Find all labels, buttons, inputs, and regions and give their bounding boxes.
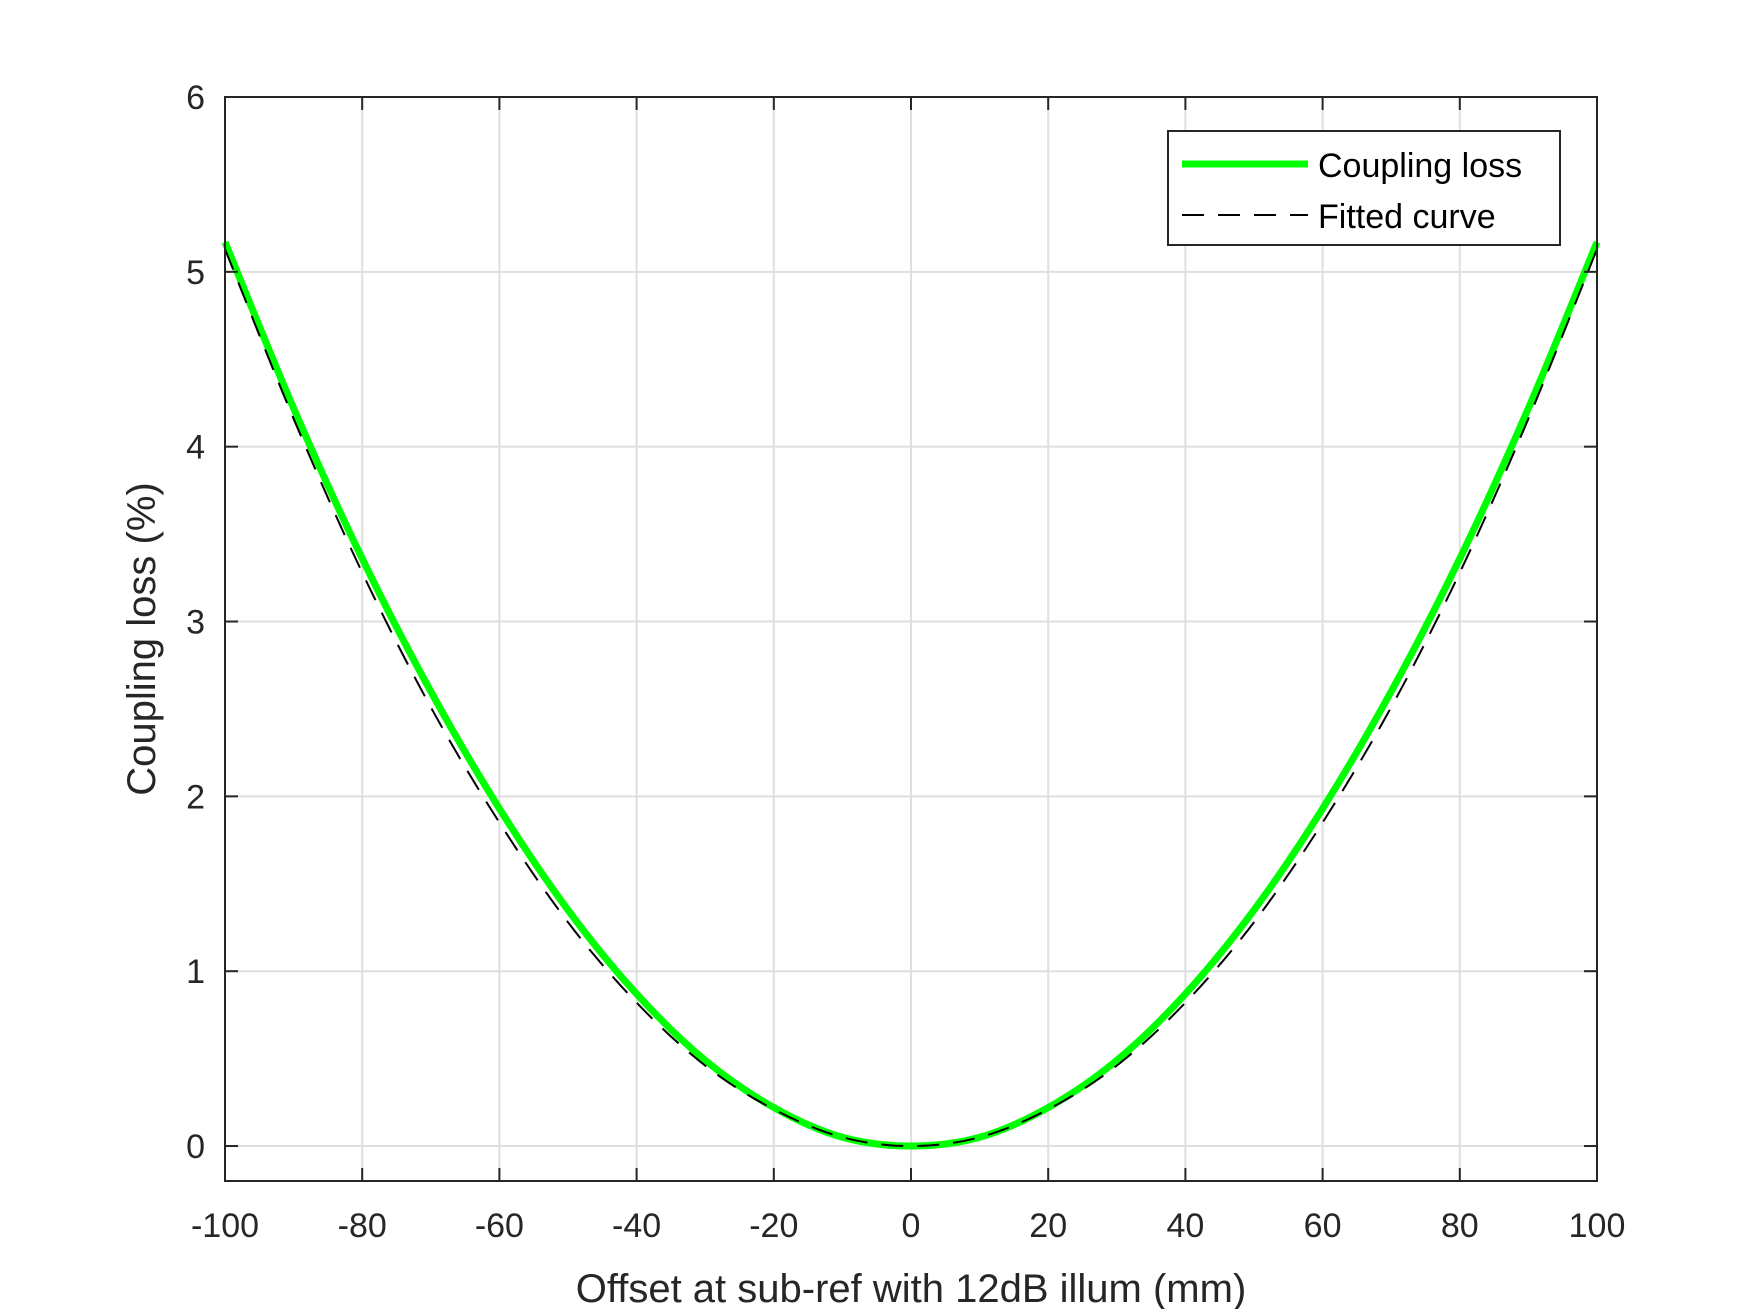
x-tick-label: 0 [902, 1207, 921, 1245]
y-tick-label: 4 [186, 429, 205, 467]
tick-labels: -100 -80 -60 -40 -20 0 20 40 60 80 100 0 1 2 3 4 5 6 [186, 79, 1625, 1245]
x-tick-label: -60 [475, 1207, 524, 1245]
y-tick-label: 5 [186, 254, 205, 292]
y-tick-label: 6 [186, 79, 205, 117]
legend-box [1167, 130, 1561, 246]
x-tick-label: 40 [1166, 1207, 1204, 1245]
y-tick-label: 3 [186, 604, 205, 642]
legend-label-coupling-loss: Coupling loss [1318, 147, 1522, 185]
x-tick-label: -20 [749, 1207, 798, 1245]
x-tick-label: -40 [612, 1207, 661, 1245]
x-tick-label: 100 [1569, 1207, 1626, 1245]
x-tick-label: 80 [1441, 1207, 1479, 1245]
x-tick-label: 20 [1029, 1207, 1067, 1245]
series-layer [221, 240, 1601, 1150]
x-tick-label: -100 [191, 1207, 259, 1245]
ticks [224, 96, 1598, 1181]
y-axis-label: Coupling loss (%) [120, 482, 164, 795]
y-tick-label: 2 [186, 778, 205, 816]
series-line-coupling-loss [221, 240, 1601, 1150]
y-tick-label: 1 [186, 953, 205, 991]
x-axis-label: Offset at sub-ref with 12dB illum (mm) [576, 1267, 1247, 1309]
y-tick-label: 0 [186, 1128, 205, 1166]
legend-label-fitted-curve: Fitted curve [1318, 198, 1496, 236]
x-tick-label: 60 [1304, 1207, 1342, 1245]
x-tick-label: -80 [338, 1207, 387, 1245]
legend[interactable]: Coupling loss Fitted curve [1167, 130, 1561, 246]
